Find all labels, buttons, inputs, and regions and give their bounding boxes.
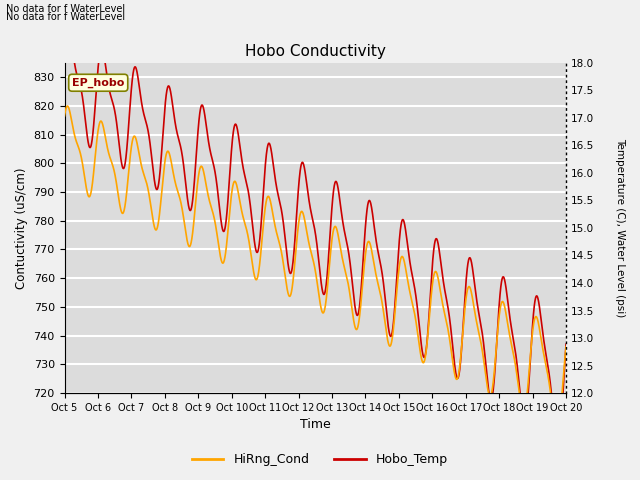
Text: EP_hobo: EP_hobo [72, 78, 124, 88]
Y-axis label: Temperature (C), Water Level (psi): Temperature (C), Water Level (psi) [615, 138, 625, 318]
X-axis label: Time: Time [300, 419, 331, 432]
Y-axis label: Contuctivity (uS/cm): Contuctivity (uS/cm) [15, 167, 28, 288]
Text: No data for f WaterLevel: No data for f WaterLevel [6, 12, 125, 22]
Title: Hobo Conductivity: Hobo Conductivity [245, 44, 386, 59]
Legend: HiRng_Cond, Hobo_Temp: HiRng_Cond, Hobo_Temp [187, 448, 453, 471]
Text: No data for f WaterLevel: No data for f WaterLevel [6, 4, 125, 14]
